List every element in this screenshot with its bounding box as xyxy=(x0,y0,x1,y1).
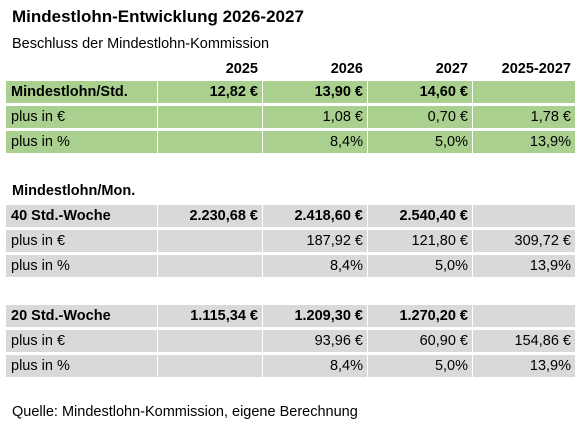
cell-2025 xyxy=(158,255,262,277)
table-row-week40-plus-pct: plus in % 8,4% 5,0% 13,9% xyxy=(6,255,575,277)
table-row-week20-plus-eur: plus in € 93,96 € 60,90 € 154,86 € xyxy=(6,330,575,352)
cell-2025: 2.230,68 € xyxy=(158,205,262,227)
row-label: plus in € xyxy=(6,230,157,252)
cell-2027: 60,90 € xyxy=(368,330,472,352)
table-header-row: 2025 2026 2027 2025-2027 xyxy=(6,58,575,80)
cell-2027: 5,0% xyxy=(368,355,472,377)
cell-2025-2027 xyxy=(473,81,575,103)
cell-2027: 14,60 € xyxy=(368,81,472,103)
cell-2025-2027: 1,78 € xyxy=(473,106,575,128)
cell-2025 xyxy=(158,355,262,377)
row-label: plus in % xyxy=(6,355,157,377)
cell-2026: 1,08 € xyxy=(263,106,367,128)
cell-2025-2027: 309,72 € xyxy=(473,230,575,252)
cell-2025-2027: 13,9% xyxy=(473,131,575,153)
page-title: Mindestlohn-Entwicklung 2026-2027 xyxy=(12,7,304,26)
table-row-week20-plus-pct: plus in % 8,4% 5,0% 13,9% xyxy=(6,355,575,377)
cell-2025 xyxy=(158,106,262,128)
table-row-hourly-plus-pct: plus in % 8,4% 5,0% 13,9% xyxy=(6,131,575,153)
cell-2025-2027: 13,9% xyxy=(473,355,575,377)
section-label-monthly: Mindestlohn/Mon. xyxy=(12,183,136,199)
table-row-week40-plus-eur: plus in € 187,92 € 121,80 € 309,72 € xyxy=(6,230,575,252)
row-label: plus in € xyxy=(6,330,157,352)
cell-2025-2027: 154,86 € xyxy=(473,330,575,352)
row-label: plus in % xyxy=(6,255,157,277)
cell-2025-2027 xyxy=(473,205,575,227)
column-header-2026: 2026 xyxy=(330,61,363,77)
table-row-week20-main: 20 Std.-Woche 1.115,34 € 1.209,30 € 1.27… xyxy=(6,305,575,327)
cell-2026: 1.209,30 € xyxy=(263,305,367,327)
row-label: plus in € xyxy=(6,106,157,128)
row-label: plus in % xyxy=(6,131,157,153)
row-label: Mindestlohn/Std. xyxy=(6,81,157,103)
cell-2025 xyxy=(158,230,262,252)
cell-2027: 121,80 € xyxy=(368,230,472,252)
cell-2027: 5,0% xyxy=(368,255,472,277)
table-row-week40-main: 40 Std.-Woche 2.230,68 € 2.418,60 € 2.54… xyxy=(6,205,575,227)
cell-2026: 13,90 € xyxy=(263,81,367,103)
row-label: 20 Std.-Woche xyxy=(6,305,157,327)
row-label: 40 Std.-Woche xyxy=(6,205,157,227)
cell-2025 xyxy=(158,131,262,153)
cell-2026: 8,4% xyxy=(263,255,367,277)
cell-2026: 187,92 € xyxy=(263,230,367,252)
column-header-2025-2027: 2025-2027 xyxy=(501,61,571,77)
cell-2027: 5,0% xyxy=(368,131,472,153)
cell-2025-2027 xyxy=(473,305,575,327)
cell-2025: 1.115,34 € xyxy=(158,305,262,327)
cell-2026: 8,4% xyxy=(263,355,367,377)
cell-2025 xyxy=(158,330,262,352)
cell-2027: 1.270,20 € xyxy=(368,305,472,327)
cell-2027: 2.540,40 € xyxy=(368,205,472,227)
source-footer: Quelle: Mindestlohn-Kommission, eigene B… xyxy=(12,404,358,420)
column-header-2025: 2025 xyxy=(225,61,258,77)
column-header-2027: 2027 xyxy=(435,61,468,77)
cell-2026: 8,4% xyxy=(263,131,367,153)
table-row-hourly-plus-eur: plus in € 1,08 € 0,70 € 1,78 € xyxy=(6,106,575,128)
cell-2026: 93,96 € xyxy=(263,330,367,352)
page-subtitle: Beschluss der Mindestlohn-Kommission xyxy=(12,36,270,52)
table-row-hourly-main: Mindestlohn/Std. 12,82 € 13,90 € 14,60 € xyxy=(6,81,575,103)
cell-2025-2027: 13,9% xyxy=(473,255,575,277)
cell-2025: 12,82 € xyxy=(158,81,262,103)
cell-2026: 2.418,60 € xyxy=(263,205,367,227)
cell-2027: 0,70 € xyxy=(368,106,472,128)
